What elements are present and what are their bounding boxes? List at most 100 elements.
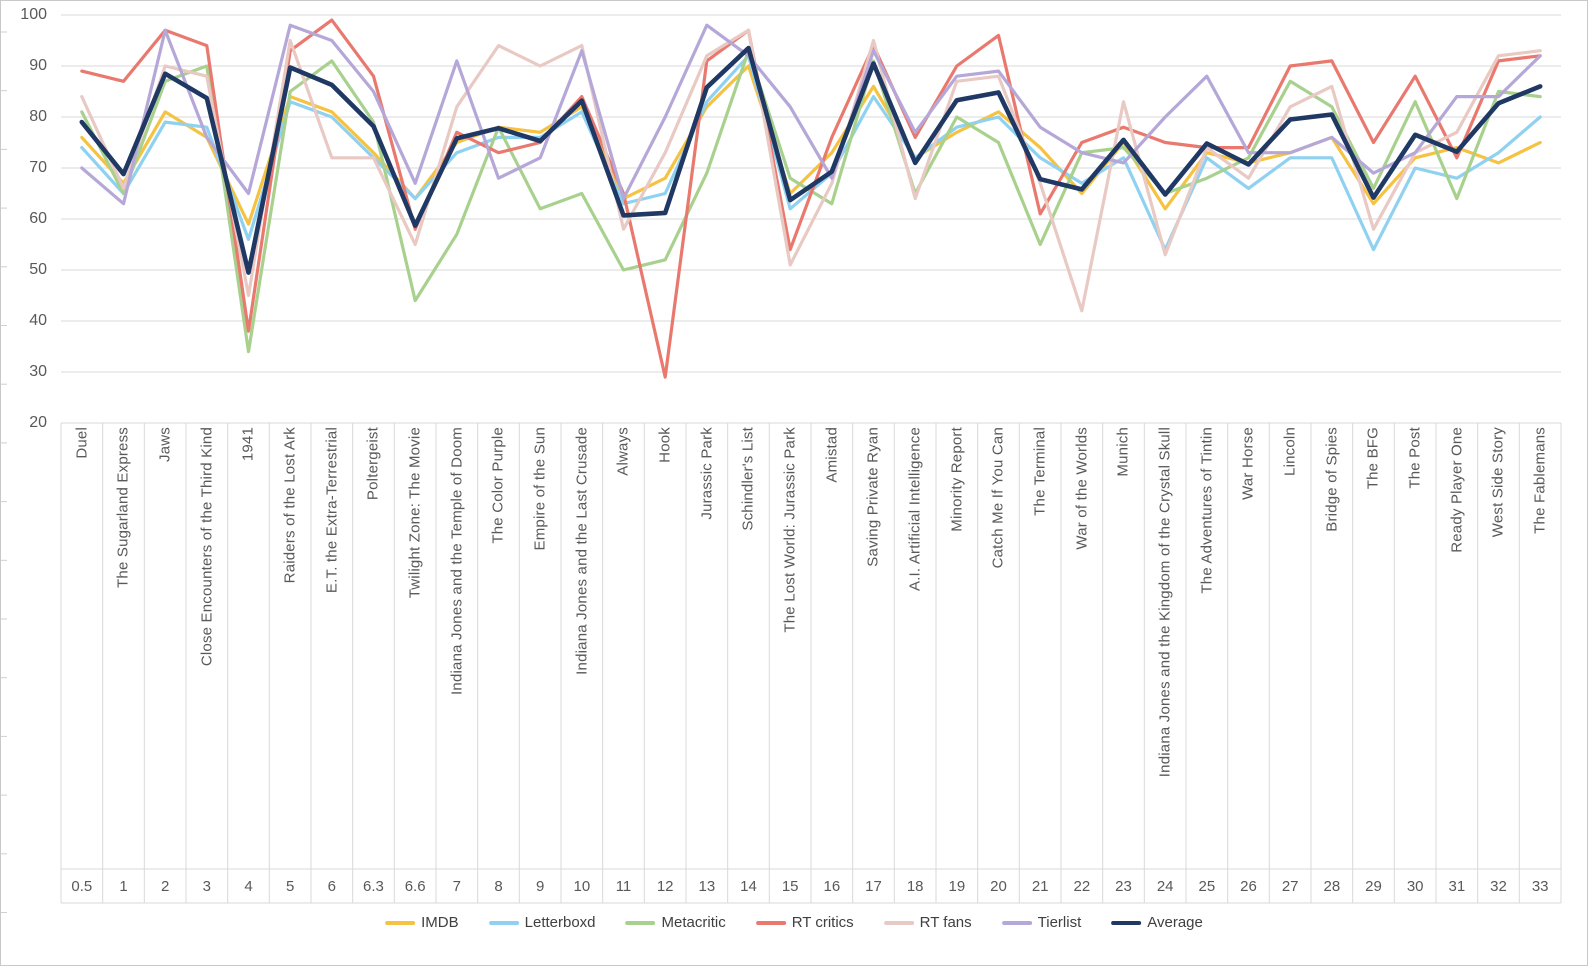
x-axis-category-cell: Poltergeist xyxy=(353,425,395,869)
x-axis-category-label: Duel xyxy=(73,427,91,459)
x-axis-number-label: 6.3 xyxy=(363,878,384,895)
x-axis-category-label: Minority Report xyxy=(948,427,966,532)
x-axis-category-cell: The BFG xyxy=(1353,425,1395,869)
x-axis-category-label: The Color Purple xyxy=(489,427,507,544)
x-axis-number-label: 0.5 xyxy=(71,878,93,895)
legend-item-imdb[interactable]: IMDB xyxy=(385,914,459,931)
x-axis-category-label: War of the Worlds xyxy=(1073,427,1091,550)
x-axis-category-cell: The Terminal xyxy=(1019,425,1061,869)
x-axis-number-label: 23 xyxy=(1115,878,1132,895)
y-axis-tick-label: 90 xyxy=(29,57,47,74)
x-axis-category-label: The Adventures of Tintin xyxy=(1198,427,1216,594)
x-axis-category-label: Always xyxy=(614,427,632,476)
y-axis-tick-label: 100 xyxy=(20,6,47,23)
x-axis-category-label: Empire of the Sun xyxy=(531,427,549,551)
legend-line-swatch-icon xyxy=(488,920,519,925)
x-axis-number-label: 1 xyxy=(119,878,128,895)
x-axis-category-cell: The Post xyxy=(1394,425,1436,869)
legend-item-metacritic[interactable]: Metacritic xyxy=(625,914,726,931)
legend-item-rt-critics[interactable]: RT critics xyxy=(755,914,854,931)
x-axis-category-label: Close Encounters of the Third Kind xyxy=(198,427,216,667)
legend-label: Tierlist xyxy=(1037,914,1082,931)
x-axis-number-label: 14 xyxy=(740,878,757,895)
x-axis-number-label: 13 xyxy=(698,878,716,895)
x-axis-number-label: 6.6 xyxy=(404,878,426,895)
x-axis-category-cell: Twilight Zone: The Movie xyxy=(394,425,436,869)
series-line-rt-critics xyxy=(80,18,1542,379)
x-axis-number-label: 29 xyxy=(1365,878,1382,895)
x-axis-number-label: 15 xyxy=(781,878,799,895)
y-axis-tick-label: 80 xyxy=(29,108,47,125)
x-axis-category-label: Indiana Jones and the Last Crusade xyxy=(573,427,591,675)
legend-label: Letterboxd xyxy=(524,914,596,931)
x-axis-category-cell: Lincoln xyxy=(1269,425,1311,869)
x-axis-category-cell: Duel xyxy=(61,425,103,869)
y-axis-tick-label: 50 xyxy=(29,261,47,278)
series-line-rt-fans xyxy=(80,28,1542,313)
legend-line-swatch-icon xyxy=(883,920,914,925)
legend-item-letterboxd[interactable]: Letterboxd xyxy=(488,914,596,931)
x-axis-number-label: 4 xyxy=(244,878,253,895)
x-axis-category-label: Ready Player One xyxy=(1448,427,1466,553)
x-axis-number-label: 8 xyxy=(494,878,503,895)
x-axis-category-cell: Indiana Jones and the Last Crusade xyxy=(561,425,603,869)
x-axis-number-label: 9 xyxy=(535,878,545,895)
y-axis-tick-label: 30 xyxy=(29,363,47,380)
y-axis-tick-label: 20 xyxy=(29,414,47,431)
legend-line-swatch-icon xyxy=(1111,920,1142,925)
series-line-tierlist xyxy=(80,23,1542,206)
x-axis-category-label: The Fablemans xyxy=(1531,427,1549,534)
x-axis-category-label: Twilight Zone: The Movie xyxy=(406,427,424,599)
x-axis-category-label: 1941 xyxy=(239,427,257,462)
x-axis-category-cell: War of the Worlds xyxy=(1061,425,1103,869)
x-axis-category-label: Bridge of Spies xyxy=(1323,427,1341,532)
x-axis-category-label: War Horse xyxy=(1239,427,1257,500)
x-axis-category-label: The Post xyxy=(1406,427,1424,489)
legend-item-average[interactable]: Average xyxy=(1111,914,1203,931)
x-axis-category-cell: Indiana Jones and the Kingdom of the Cry… xyxy=(1144,425,1186,869)
x-axis-number-label: 19 xyxy=(948,878,966,895)
legend-label: Metacritic xyxy=(661,914,726,931)
x-axis-category-label: Poltergeist xyxy=(364,427,382,501)
x-axis-number-label: 11 xyxy=(615,878,632,895)
x-axis-category-cell: The Fablemans xyxy=(1519,425,1561,869)
x-axis-category-label: Schindler's List xyxy=(739,427,757,531)
x-axis-category-cell: Ready Player One xyxy=(1436,425,1478,869)
x-axis-category-cell: Saving Private Ryan xyxy=(853,425,895,869)
x-axis-category-label: Indiana Jones and the Temple of Doom xyxy=(448,427,466,695)
x-axis-category-cell: The Lost World: Jurassic Park xyxy=(769,425,811,869)
x-axis-category-cell: Jurassic Park xyxy=(686,425,728,869)
x-axis-category-cell: 1941 xyxy=(228,425,270,869)
x-axis-number-label: 22 xyxy=(1073,878,1091,895)
x-axis-category-cell: E.T. the Extra-Terrestrial xyxy=(311,425,353,869)
x-axis-category-cell: Minority Report xyxy=(936,425,978,869)
x-axis-category-label: Jurassic Park xyxy=(698,427,716,520)
x-axis-number-label: 21 xyxy=(1031,878,1049,895)
y-axis-tick-label: 70 xyxy=(29,159,47,176)
x-axis-number-label: 24 xyxy=(1156,878,1174,895)
x-axis-category-label: E.T. the Extra-Terrestrial xyxy=(323,427,341,594)
x-axis-category-cell: Empire of the Sun xyxy=(519,425,561,869)
x-axis-category-label: Hook xyxy=(656,427,674,463)
x-axis-category-label: The Terminal xyxy=(1031,427,1049,516)
x-axis-category-label: A.I. Artificial Intelligence xyxy=(906,427,924,592)
legend-item-rt-fans[interactable]: RT fans xyxy=(883,914,972,931)
x-axis-number-label: 33 xyxy=(1531,878,1549,895)
x-axis-number-label: 16 xyxy=(823,878,841,895)
x-axis-number-label: 3 xyxy=(202,878,211,895)
x-axis-category-cell: West Side Story xyxy=(1478,425,1520,869)
x-axis-number-label: 5 xyxy=(285,878,295,895)
x-axis-category-label: West Side Story xyxy=(1489,427,1507,538)
x-axis-category-cell: Indiana Jones and the Temple of Doom xyxy=(436,425,478,869)
x-axis-category-label: Amistad xyxy=(823,427,841,483)
x-axis-number-label: 27 xyxy=(1281,878,1299,895)
x-axis-number-label: 18 xyxy=(906,878,924,895)
x-axis-category-cell: War Horse xyxy=(1228,425,1270,869)
x-axis-category-cell: Hook xyxy=(644,425,686,869)
series-line-metacritic xyxy=(80,49,1542,354)
x-axis-category-label: Lincoln xyxy=(1281,427,1299,476)
x-axis-category-cell: Schindler's List xyxy=(728,425,770,869)
x-axis-category-label: Munich xyxy=(1114,427,1132,477)
legend-item-tierlist[interactable]: Tierlist xyxy=(1001,914,1082,931)
